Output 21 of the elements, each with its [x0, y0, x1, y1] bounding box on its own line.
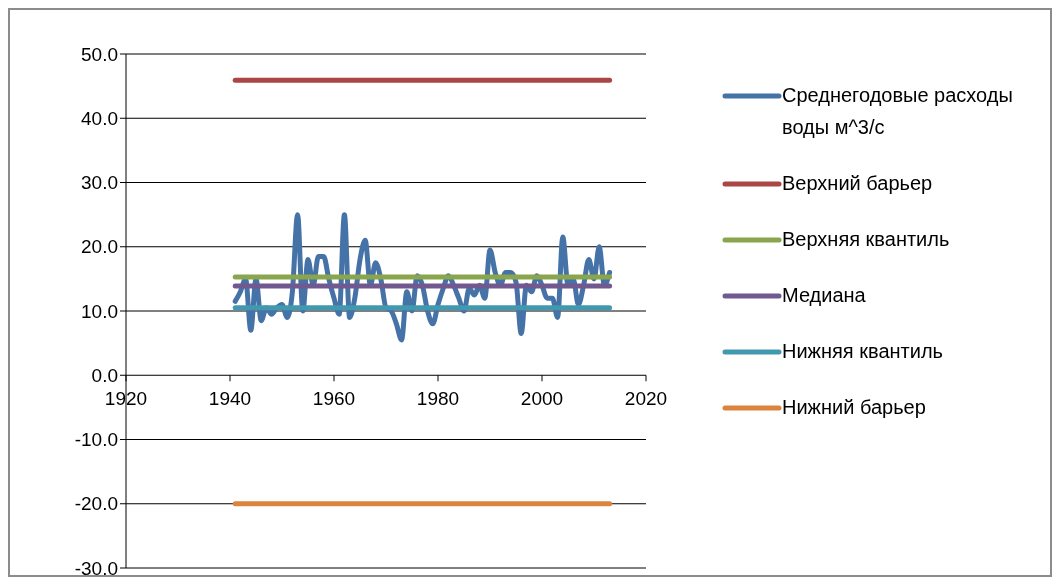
- y-tick-label: -20.0: [74, 493, 118, 515]
- x-tick-label: 2000: [520, 388, 564, 410]
- x-tick-label: 1980: [416, 388, 460, 410]
- x-tick-label: 1940: [208, 388, 252, 410]
- legend-label: Нижняя квантиль: [782, 339, 943, 364]
- legend-label: Верхний барьер: [782, 171, 933, 196]
- legend-label: Медиана: [782, 283, 866, 308]
- y-tick-label: 50.0: [81, 43, 118, 65]
- y-tick-label: 0.0: [91, 364, 118, 386]
- x-tick-label: 2020: [624, 388, 668, 410]
- x-tick-label: 1960: [312, 388, 356, 410]
- y-tick-label: 20.0: [81, 236, 118, 258]
- y-tick-label: -30.0: [74, 557, 118, 579]
- y-tick-label: -10.0: [74, 429, 118, 451]
- legend-label: Среднегодовые расходы воды м^3/с: [782, 83, 1014, 140]
- y-tick-label: 40.0: [81, 108, 118, 129]
- y-tick-label: 10.0: [81, 300, 118, 322]
- y-tick-label: 30.0: [81, 172, 118, 194]
- legend-label: Верхняя квантиль: [782, 227, 950, 252]
- legend-label: Нижний барьер: [782, 395, 926, 420]
- x-tick-label: 1920: [104, 388, 148, 410]
